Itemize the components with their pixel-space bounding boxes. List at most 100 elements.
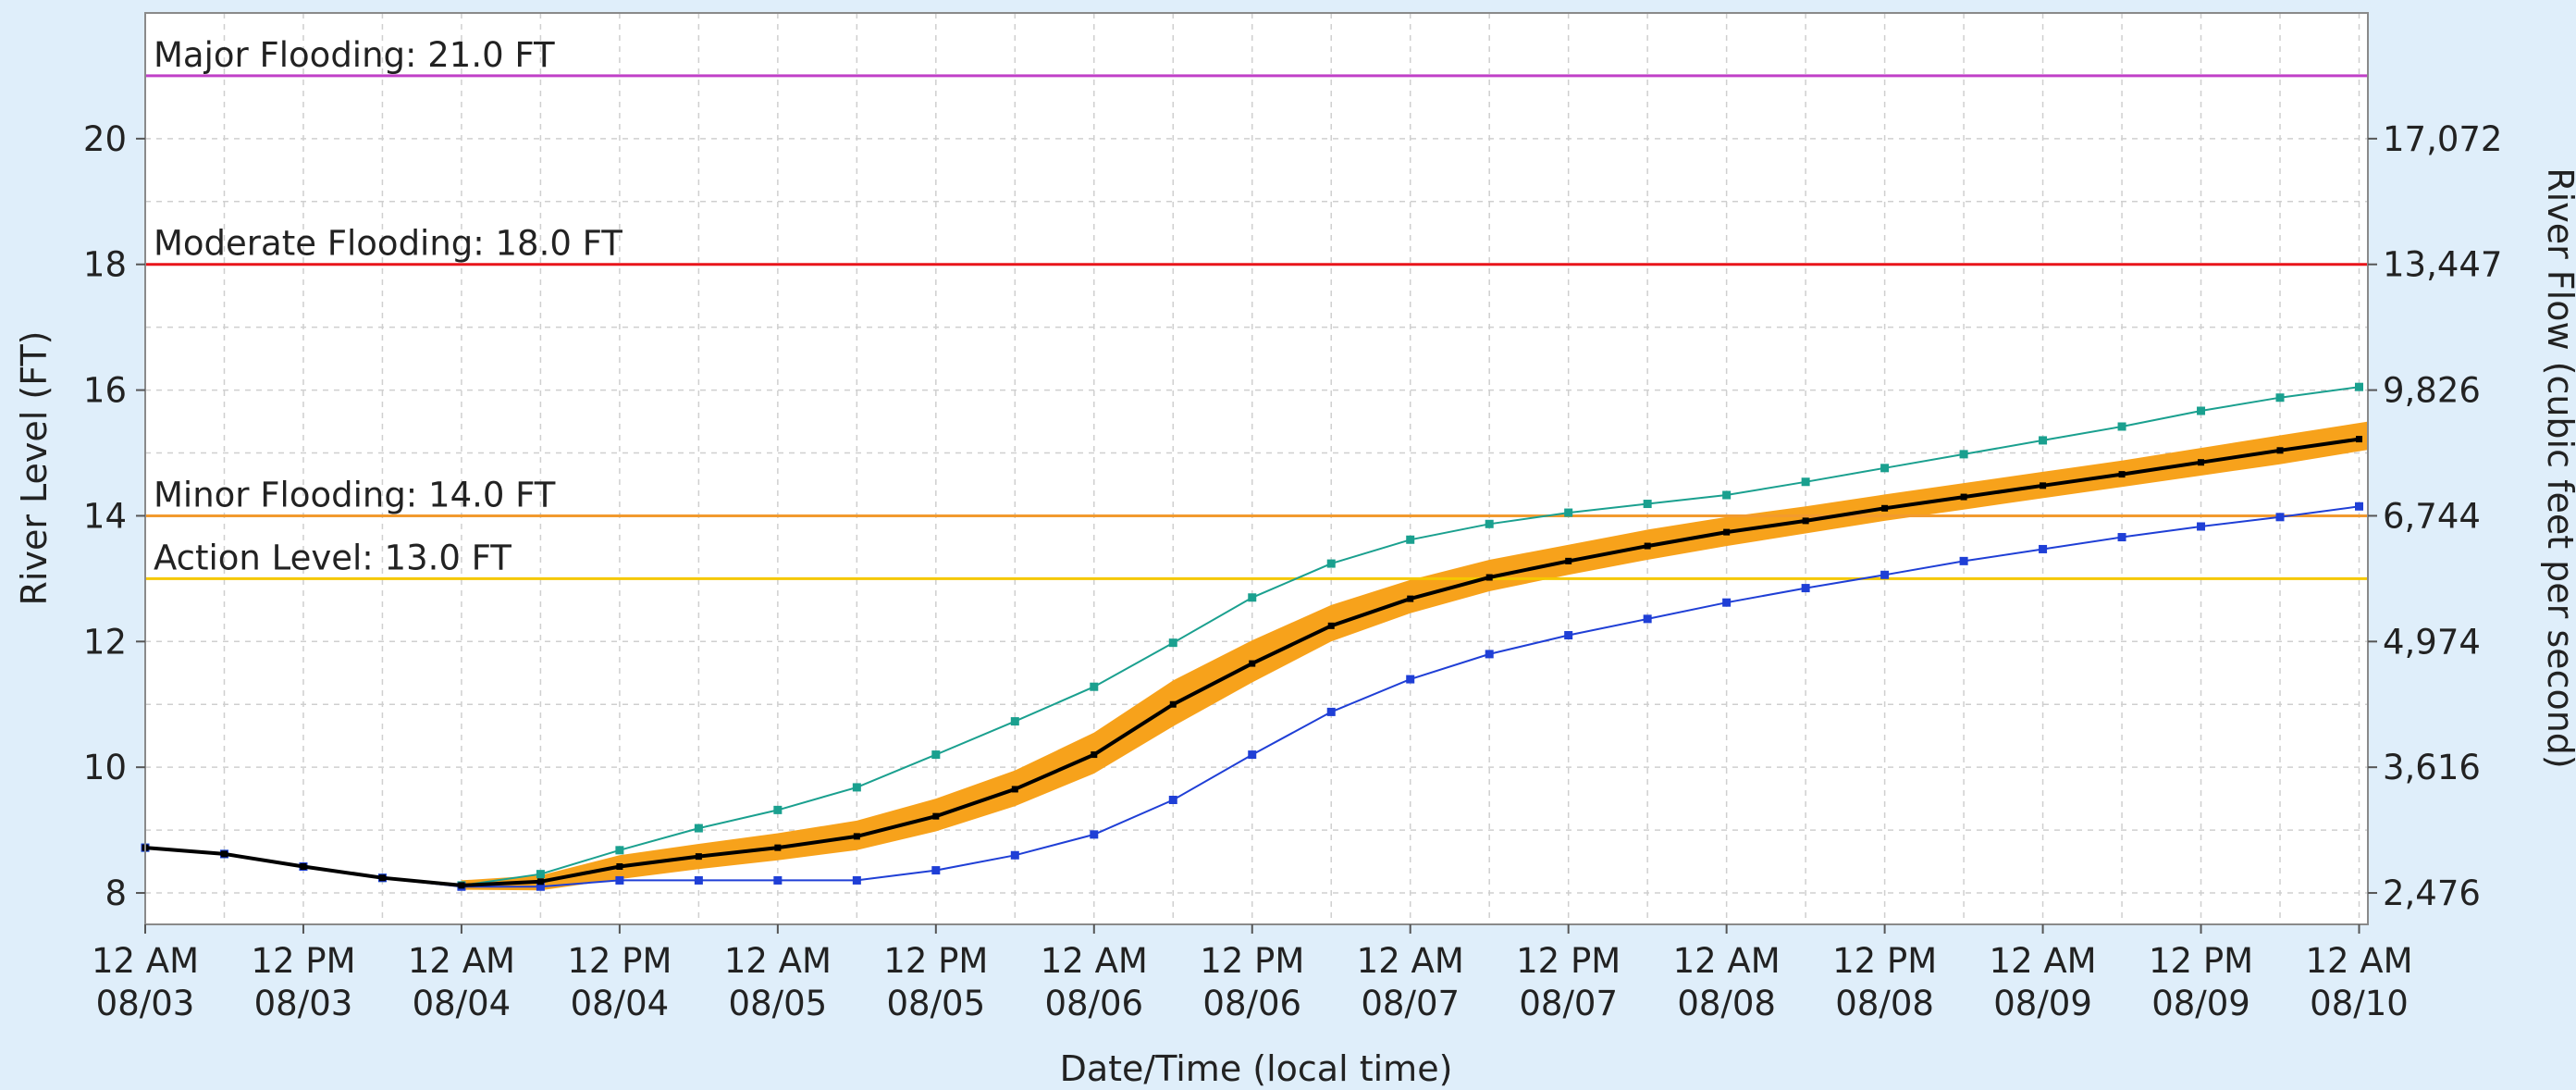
y2-tick-label: 3,616 <box>2383 748 2481 787</box>
threshold-label: Minor Flooding: 14.0 FT <box>154 475 556 514</box>
y-tick-label: 20 <box>83 119 127 159</box>
y2-tick-label: 6,744 <box>2383 496 2481 536</box>
plot-border <box>144 12 2369 925</box>
series-point <box>536 882 545 891</box>
series-layer <box>141 382 2364 891</box>
series-point <box>694 824 703 833</box>
y-tick-label: 16 <box>83 371 127 411</box>
series-point <box>852 783 861 792</box>
series-point <box>2275 513 2285 522</box>
series-point <box>1801 477 1810 487</box>
series-point <box>1010 850 1019 860</box>
threshold-label: Major Flooding: 21.0 FT <box>154 35 555 75</box>
plot-area <box>145 13 2368 924</box>
series-point <box>615 875 624 885</box>
series-point <box>2275 393 2285 403</box>
y2-axis-ticks: 2,476 3,616 4,974 6,744 9,826 13,447 17,072 <box>2368 119 2502 913</box>
x-tick-label-time: 12 AM <box>92 941 199 981</box>
series-point <box>1406 675 1415 684</box>
series-point <box>1327 622 1335 629</box>
series-point <box>1248 750 1257 760</box>
threshold-labels: Major Flooding: 21.0 FT Moderate Flooding… <box>154 35 622 577</box>
series-point <box>1644 542 1651 550</box>
series-point <box>1960 493 1967 501</box>
series-point <box>2356 436 2363 443</box>
threshold-label: Moderate Flooding: 18.0 FT <box>154 224 622 264</box>
x-tick-label-time: 12 AM <box>2305 941 2412 981</box>
series-point <box>931 866 941 875</box>
x-tick-label-time: 12 PM <box>567 941 672 981</box>
series-point <box>2118 471 2126 478</box>
series-point <box>1723 528 1731 536</box>
series-point <box>1011 786 1018 793</box>
series-point <box>1801 584 1810 593</box>
series-point <box>616 863 623 871</box>
x-tick-label-date: 08/03 <box>96 984 195 1023</box>
x-tick-label-date: 08/07 <box>1519 984 1618 1023</box>
series-point <box>2117 533 2126 542</box>
series-point <box>1959 556 1968 565</box>
series-point <box>774 844 782 851</box>
series-point <box>1880 464 1890 473</box>
x-tick-label-date: 08/07 <box>1361 984 1460 1023</box>
series-point <box>1407 595 1414 602</box>
series-point <box>1880 570 1890 579</box>
series-point <box>1168 795 1177 804</box>
series-point <box>220 850 228 858</box>
x-tick-label-date: 08/08 <box>1835 984 1934 1023</box>
y2-tick-label: 17,072 <box>2383 119 2502 159</box>
y-tick-label: 18 <box>83 245 127 285</box>
series-point <box>378 874 386 882</box>
series-point <box>1326 559 1336 568</box>
series-point <box>1485 574 1493 581</box>
x-tick-label-date: 08/05 <box>729 984 828 1023</box>
x-tick-label-date: 08/08 <box>1677 984 1776 1023</box>
series-point <box>773 805 783 814</box>
x-tick-label-time: 12 AM <box>724 941 832 981</box>
series-point <box>1326 707 1336 716</box>
x-tick-label-date: 08/09 <box>2151 984 2250 1023</box>
series-point <box>536 878 544 886</box>
series-point <box>2039 436 2048 445</box>
y-tick-label: 14 <box>83 496 127 536</box>
x-axis-title: Date/Time (local time) <box>1060 1048 1453 1089</box>
y2-tick-label: 2,476 <box>2383 873 2481 913</box>
threshold-label: Action Level: 13.0 FT <box>154 538 512 577</box>
series-point <box>1802 517 1809 525</box>
series-point <box>2039 544 2048 553</box>
series-point <box>1485 650 1494 659</box>
series-point <box>1722 598 1732 607</box>
x-tick-label-time: 12 AM <box>1990 941 2097 981</box>
x-tick-label-date: 08/03 <box>254 984 353 1023</box>
series-point <box>1485 519 1494 528</box>
series-point <box>1722 490 1732 500</box>
series-point <box>2117 422 2126 431</box>
series-point <box>1406 535 1415 544</box>
series-point <box>852 875 861 885</box>
y-tick-label: 12 <box>83 622 127 662</box>
series-point <box>1090 682 1099 691</box>
series-point <box>2197 406 2206 415</box>
y2-axis-title: River Flow (cubic feet per second) <box>2540 167 2576 768</box>
series-point <box>1249 660 1256 667</box>
y-tick-label: 10 <box>83 748 127 787</box>
x-tick-label-time: 12 PM <box>1516 941 1621 981</box>
y2-tick-label: 4,974 <box>2383 622 2481 662</box>
y-axis-title: River Level (FT) <box>14 331 55 606</box>
series-point <box>853 833 860 840</box>
x-tick-label-time: 12 AM <box>1357 941 1464 981</box>
x-tick-label-time: 12 AM <box>1673 941 1781 981</box>
series-point <box>1010 717 1019 726</box>
series-point <box>773 875 783 885</box>
y2-tick-label: 9,826 <box>2383 371 2481 411</box>
series-point <box>2198 459 2205 466</box>
x-tick-label-time: 12 PM <box>1200 941 1304 981</box>
series-point <box>1564 631 1573 640</box>
x-tick-label-time: 12 PM <box>2149 941 2253 981</box>
series-point <box>1168 638 1177 648</box>
series-point <box>1564 508 1573 517</box>
series-point <box>2355 502 2364 511</box>
series-point <box>300 863 307 871</box>
